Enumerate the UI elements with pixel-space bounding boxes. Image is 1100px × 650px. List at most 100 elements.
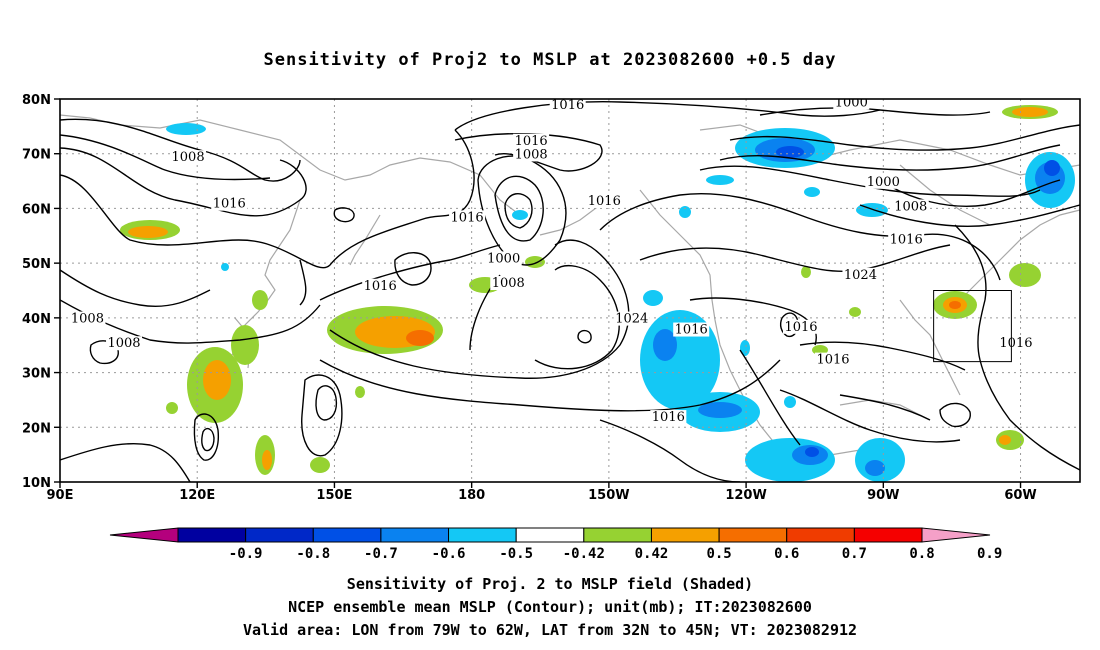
contour-label: 1008 [894,199,927,214]
colorbar-swatch [312,527,382,543]
contour-label: 1016 [784,320,817,335]
contour-label: 1016 [816,353,849,368]
contour-label: 1000 [867,175,900,190]
grid-lines [60,99,1080,482]
contour-label: 1000 [835,95,868,110]
colorbar-swatch [245,527,314,543]
contour-label-bg [833,99,870,110]
map-border [59,98,1081,483]
contour-labels: 1016 100010161008100810001008101610161016… [69,95,1034,425]
colorbar-labels: -0.9 -0.8 -0.7 -0.6 -0.5 -0.42 0.42 0.5 0.6 0.7 0.… [229,546,1003,562]
colorbar-label: 0.42 [635,546,669,562]
contour-label: 1008 [492,276,525,291]
axis-ticks [54,98,1022,488]
lat-label: 30N [22,367,51,382]
colorbar-label: -0.7 [364,546,398,562]
lon-label: 150W [588,488,629,503]
lat-label: 60N [22,202,51,217]
colorbar-label: 0.9 [977,546,1002,562]
contour-label: 1016 [213,197,246,212]
contour-label: 1016 [551,98,584,113]
caption-contour: NCEP ensemble mean MSLP (Contour); unit(… [288,598,812,616]
colorbar-swatch [515,527,585,543]
contour-label: 1016 [890,232,923,247]
latitude-labels: 80N 70N 60N 50N 40N 30N 20N 10N [22,93,51,491]
contour-label: 1016 [451,210,484,225]
contour-label: 1016 [652,410,685,425]
contour-label-bg [170,150,207,165]
contour-label-bg [888,232,925,247]
contour-label-bg [650,410,687,425]
lon-label: 90E [47,488,74,503]
contour-label: 1016 [515,134,548,149]
contour-label-bg [362,278,399,293]
contour-label: 1024 [615,312,648,327]
contour-label-bg [211,196,248,211]
colorbar-label: 0.8 [909,546,934,562]
contour-label-bg [673,322,710,337]
contour-label-bg [865,174,902,189]
contour-label: 1024 [844,268,877,283]
colorbar-label: -0.9 [229,546,263,562]
contour-label-bg [892,199,929,214]
colorbar-label: -0.42 [563,546,605,562]
map-title: Sensitivity of Proj2 to MSLP at 20230826… [263,50,837,70]
colorbar-label: -0.6 [432,546,466,562]
colorbar-swatch [650,527,720,543]
lat-label: 70N [22,148,51,163]
colorbar-left-arrow [109,527,179,543]
contour-label-bg [613,311,650,326]
colorbar-swatch [853,527,923,543]
contour-label-bg [997,336,1034,351]
contour-label: 1016 [999,336,1032,351]
contour-label: 1008 [71,312,104,327]
lat-label: 40N [22,312,51,327]
contour-label-bg [782,319,819,334]
contour-label: 1016 [588,194,621,209]
sensitivity-shading [120,105,1075,482]
colorbar-swatch [583,527,652,543]
lon-label: 90W [867,488,899,503]
lon-label: 60W [1004,488,1036,503]
contour-label: 1000 [487,251,520,266]
colorbar-swatch [718,527,788,543]
contour-label-bg [513,133,550,148]
contour-label: 1016 [675,323,708,338]
map-frame-area: 1016 100010161008100810001008101610161016… [60,95,1080,482]
contour-label-bg [106,336,143,351]
lon-label: 150E [316,488,352,503]
colorbar-swatch [380,527,450,543]
colorbar-label: 0.7 [842,546,867,562]
caption-valid-area: Valid area: LON from 79W to 62W, LAT fro… [242,621,858,639]
contour-label-bg [586,193,623,208]
longitude-labels: 90E 120E 150E 180 150W 120W 90W 60W [47,488,1037,503]
colorbar-swatch [448,527,517,543]
contour-label: 1008 [172,150,205,165]
lat-label: 50N [22,257,51,272]
lat-label: 10N [22,476,51,491]
colorbar-label: -0.8 [296,546,330,562]
contour-label-bg [490,276,527,291]
contour-label-bg [449,210,486,225]
colorbar-label: 0.6 [774,546,799,562]
contour-label-bg [815,352,852,367]
lon-label: 120W [725,488,766,503]
contour-label-bg [549,99,586,113]
colorbar-right-arrow [921,527,991,543]
caption-shading: Sensitivity of Proj. 2 to MSLP field (Sh… [346,575,754,593]
contour-label: 1008 [107,336,140,351]
contour-label: 1016 [364,279,397,294]
mslp-contours [60,101,1080,482]
contour-label-bg [842,267,879,282]
lon-label: 120E [179,488,215,503]
lon-label: 180 [458,488,485,503]
contour-label-bg [69,311,106,326]
contour-label-bg [485,251,522,266]
colorbar-swatch [177,527,247,543]
contour-label-bg [513,147,550,162]
valid-area-box [933,290,1012,363]
lat-label: 20N [22,421,51,436]
colorbar-label: 0.5 [706,546,731,562]
colorbar [109,527,991,543]
